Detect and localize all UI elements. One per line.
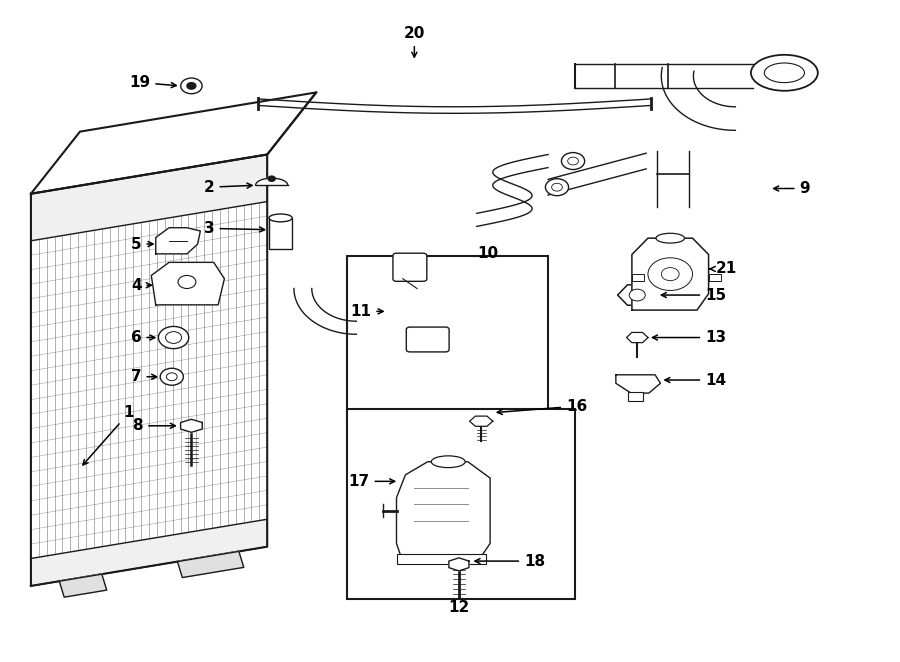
FancyBboxPatch shape bbox=[708, 274, 721, 281]
Circle shape bbox=[187, 83, 196, 89]
Polygon shape bbox=[632, 238, 708, 310]
Circle shape bbox=[562, 152, 585, 169]
Circle shape bbox=[166, 373, 177, 381]
Text: 3: 3 bbox=[204, 221, 265, 236]
Text: 5: 5 bbox=[130, 236, 153, 252]
Ellipse shape bbox=[751, 55, 818, 91]
Circle shape bbox=[160, 368, 184, 385]
Text: 12: 12 bbox=[448, 600, 470, 615]
Text: 20: 20 bbox=[403, 26, 425, 57]
Polygon shape bbox=[31, 519, 267, 586]
Ellipse shape bbox=[764, 63, 805, 83]
Circle shape bbox=[648, 258, 692, 291]
Polygon shape bbox=[616, 375, 661, 393]
Text: 1: 1 bbox=[83, 405, 134, 465]
Polygon shape bbox=[617, 285, 657, 305]
Polygon shape bbox=[177, 551, 244, 577]
Text: 17: 17 bbox=[348, 474, 395, 489]
Circle shape bbox=[568, 157, 579, 165]
Text: 11: 11 bbox=[350, 304, 383, 319]
Text: 2: 2 bbox=[204, 179, 252, 195]
Text: 19: 19 bbox=[129, 75, 176, 90]
FancyBboxPatch shape bbox=[406, 327, 449, 352]
Polygon shape bbox=[397, 461, 490, 557]
Text: 6: 6 bbox=[130, 330, 155, 345]
FancyBboxPatch shape bbox=[628, 392, 643, 401]
FancyBboxPatch shape bbox=[269, 218, 292, 250]
Circle shape bbox=[178, 275, 196, 289]
Polygon shape bbox=[59, 574, 107, 597]
Circle shape bbox=[166, 332, 182, 344]
Circle shape bbox=[545, 179, 569, 196]
Ellipse shape bbox=[656, 233, 685, 243]
Text: 7: 7 bbox=[130, 369, 157, 384]
FancyBboxPatch shape bbox=[397, 554, 486, 565]
FancyBboxPatch shape bbox=[393, 253, 427, 281]
Polygon shape bbox=[156, 228, 201, 254]
Polygon shape bbox=[31, 154, 267, 241]
Text: 13: 13 bbox=[652, 330, 726, 345]
Circle shape bbox=[662, 267, 680, 281]
Circle shape bbox=[552, 183, 562, 191]
Ellipse shape bbox=[431, 456, 465, 467]
Text: 18: 18 bbox=[475, 553, 545, 569]
Circle shape bbox=[158, 326, 189, 349]
Polygon shape bbox=[470, 416, 493, 426]
Text: 14: 14 bbox=[665, 373, 726, 387]
Text: 8: 8 bbox=[132, 418, 176, 434]
FancyBboxPatch shape bbox=[632, 274, 644, 281]
Polygon shape bbox=[151, 262, 224, 305]
Polygon shape bbox=[449, 558, 469, 571]
FancyBboxPatch shape bbox=[347, 409, 575, 599]
Polygon shape bbox=[626, 332, 648, 343]
Circle shape bbox=[268, 176, 275, 181]
Ellipse shape bbox=[269, 214, 292, 222]
Polygon shape bbox=[256, 178, 288, 185]
Circle shape bbox=[181, 78, 202, 94]
Polygon shape bbox=[181, 419, 202, 432]
Text: 21: 21 bbox=[710, 261, 737, 277]
Text: 4: 4 bbox=[130, 278, 151, 293]
FancyBboxPatch shape bbox=[347, 256, 548, 419]
Text: 9: 9 bbox=[774, 181, 810, 196]
Text: 10: 10 bbox=[478, 246, 499, 261]
Text: 15: 15 bbox=[662, 287, 726, 303]
Text: 16: 16 bbox=[498, 399, 587, 414]
Circle shape bbox=[629, 289, 645, 301]
